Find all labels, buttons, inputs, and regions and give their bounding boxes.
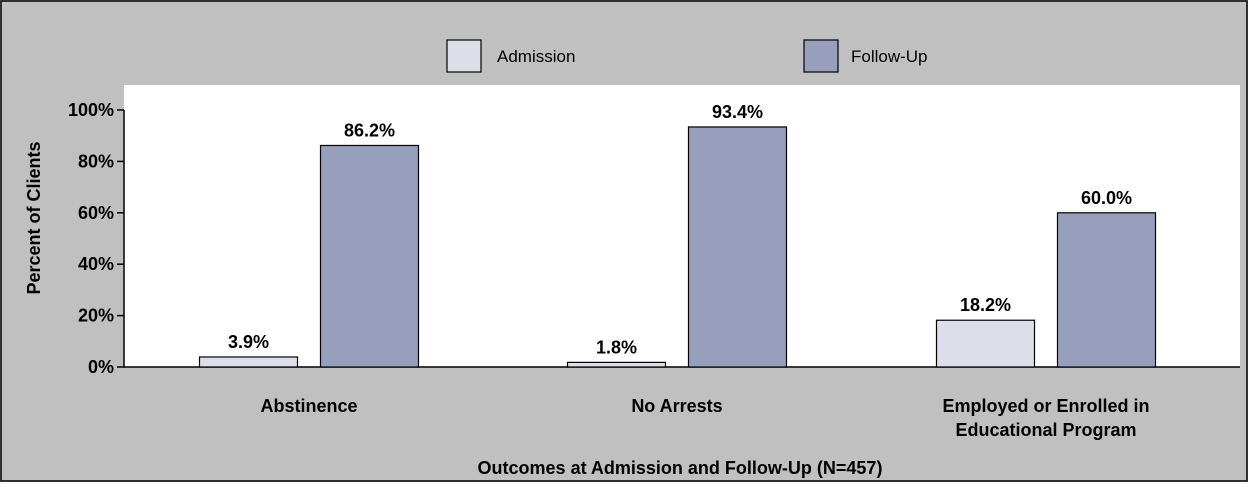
y-tick-label: 20% bbox=[78, 306, 114, 326]
data-label: 1.8% bbox=[596, 337, 637, 357]
y-axis-title: Percent of Clients bbox=[24, 141, 44, 294]
y-tick-label: 60% bbox=[78, 203, 114, 223]
legend-swatch-1 bbox=[803, 39, 839, 73]
plot-area bbox=[124, 85, 1240, 367]
data-label: 3.9% bbox=[228, 332, 269, 352]
bar-follow-up-2 bbox=[1056, 212, 1157, 368]
y-tick-label: 40% bbox=[78, 254, 114, 274]
legend-label-0: Admission bbox=[497, 47, 575, 66]
legend-swatch-0 bbox=[446, 39, 482, 73]
y-tick-label: 0% bbox=[88, 357, 114, 377]
category-label: Employed or Enrolled in Educational Progr… bbox=[942, 396, 1149, 440]
y-tick-label: 80% bbox=[78, 151, 114, 171]
bar-admission-0 bbox=[198, 356, 299, 368]
data-label: 93.4% bbox=[712, 102, 763, 122]
data-label: 60.0% bbox=[1081, 188, 1132, 208]
bar-follow-up-0 bbox=[319, 144, 420, 368]
bar-admission-2 bbox=[935, 319, 1036, 368]
axes: 0% 20% 40% 60% 80% 100% bbox=[68, 100, 1240, 377]
category-label: No Arrests bbox=[631, 396, 722, 416]
data-label: 18.2% bbox=[960, 295, 1011, 315]
legend-label-1: Follow-Up bbox=[851, 47, 928, 66]
y-tick-label: 100% bbox=[68, 100, 114, 120]
x-axis-title: Outcomes at Admission and Follow-Up (N=4… bbox=[478, 458, 883, 478]
category-label: Abstinence bbox=[260, 396, 357, 416]
bars: 3.9% 86.2% Abstinence 1.8% 93.4% No Arrests 18… bbox=[198, 102, 1157, 440]
data-label: 86.2% bbox=[344, 120, 395, 140]
legend: Admission Follow-Up bbox=[446, 39, 928, 73]
bar-follow-up-1 bbox=[687, 126, 788, 368]
bar-admission-1 bbox=[566, 361, 667, 368]
